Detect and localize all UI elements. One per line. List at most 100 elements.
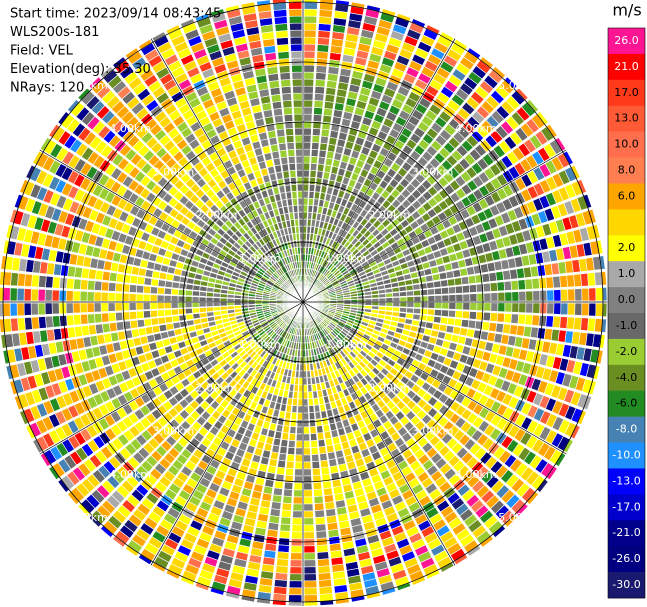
radar-gate <box>107 312 117 322</box>
radar-gate <box>294 454 303 463</box>
radar-gate <box>303 155 311 164</box>
radar-gate <box>453 318 463 327</box>
radar-gate <box>343 301 352 305</box>
radar-gate <box>184 302 193 309</box>
radar-gate <box>276 551 290 560</box>
radar-gate <box>317 205 324 215</box>
radar-gate <box>93 302 102 313</box>
radar-gate <box>315 530 328 539</box>
radar-gate <box>314 502 325 512</box>
radar-gate <box>319 403 326 412</box>
radar-gate <box>295 363 300 372</box>
radar-gate <box>303 566 317 575</box>
radar-gate <box>303 440 311 449</box>
radar-gate <box>65 302 74 314</box>
radar-gate <box>303 370 308 379</box>
radar-gate <box>136 319 146 328</box>
radar-gate <box>316 544 329 553</box>
radar-gate <box>298 377 303 386</box>
radar-gate <box>10 272 19 287</box>
radar-gate <box>287 446 296 456</box>
radar-gate <box>295 232 300 241</box>
radar-gate <box>292 99 303 108</box>
radar-gate <box>302 211 308 220</box>
radar-gate <box>392 306 401 313</box>
radar-gate <box>281 198 288 208</box>
radar-gate <box>312 467 321 477</box>
radar-gate <box>156 286 166 295</box>
radar-gate <box>254 299 263 303</box>
radar-gate <box>303 127 312 136</box>
radar-gate <box>318 396 325 406</box>
radar-gate <box>303 85 314 94</box>
radar-gate <box>298 370 303 379</box>
radar-gate <box>317 558 330 567</box>
radar-gate <box>213 287 222 294</box>
radar-gate <box>283 418 291 427</box>
radar-gate <box>294 377 300 386</box>
radar-gate <box>288 15 303 24</box>
radar-gate <box>411 319 420 327</box>
radar-gate <box>303 134 312 143</box>
radar-gate <box>170 308 179 316</box>
radar-gate <box>193 318 202 325</box>
radar-gate <box>532 302 541 314</box>
radar-gate <box>303 64 315 73</box>
radar-gate <box>143 277 153 286</box>
radar-gate <box>303 218 308 227</box>
radar-gate <box>299 349 304 358</box>
radar-gate <box>518 302 527 314</box>
radar-gate <box>312 390 319 399</box>
radar-gate <box>378 302 387 307</box>
radar-gate <box>291 369 296 378</box>
radar-gate <box>288 383 295 392</box>
radar-gate <box>24 273 33 288</box>
radar-gate <box>289 22 303 31</box>
radar-gate <box>377 309 386 316</box>
radar-gate <box>303 183 310 192</box>
radar-gate <box>462 302 471 311</box>
radar-gate <box>291 71 303 80</box>
radar-gate <box>128 302 137 311</box>
radar-gate <box>303 78 315 87</box>
radar-gate <box>212 297 221 303</box>
radar-gate <box>289 376 296 385</box>
radar-gate <box>390 316 400 323</box>
radar-gate <box>285 127 294 137</box>
radar-gate <box>454 310 464 319</box>
radar-gate <box>291 190 298 199</box>
radar-gate <box>212 301 221 307</box>
radar-gate <box>303 573 317 582</box>
radar-gate <box>310 148 319 158</box>
radar-gate <box>114 311 124 322</box>
radar-gate <box>149 302 158 310</box>
radar-gate <box>276 128 286 138</box>
radar-gate <box>297 246 301 255</box>
radar-gate <box>193 279 202 286</box>
radar-gate <box>295 370 300 379</box>
radar-gate <box>297 405 303 414</box>
radar-gate <box>206 281 216 288</box>
radar-gate <box>198 307 207 313</box>
radar-gate <box>198 296 207 302</box>
radar-gate <box>295 162 303 171</box>
radar-gate <box>199 317 209 324</box>
radar-gate <box>192 284 201 292</box>
radar-gate <box>212 292 221 298</box>
radar-gate <box>191 296 200 302</box>
radar-gate <box>294 141 303 150</box>
radar-gate <box>302 349 307 358</box>
radar-gate <box>285 134 295 144</box>
radar-gate <box>278 530 291 539</box>
radar-gate <box>574 302 583 316</box>
radar-gate <box>573 316 582 331</box>
radar-gate <box>302 356 307 365</box>
radar-gate <box>291 517 303 526</box>
radar-gate <box>163 309 173 317</box>
radar-gate <box>317 439 326 448</box>
radar-gate <box>38 316 47 329</box>
radar-gate <box>178 282 187 290</box>
radar-gate <box>294 218 300 227</box>
radar-gate <box>149 286 159 295</box>
radar-gate <box>198 291 207 297</box>
